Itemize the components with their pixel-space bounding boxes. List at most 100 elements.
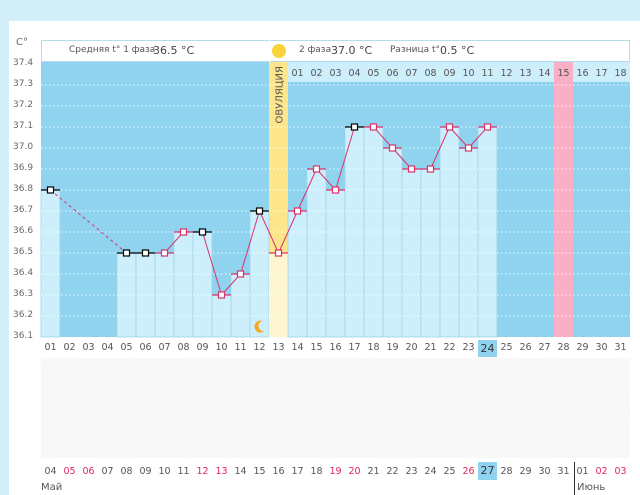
- cycle-day-label[interactable]: 06: [139, 342, 152, 353]
- temperature-point: [198, 228, 207, 236]
- cycle-day-label[interactable]: 30: [595, 342, 608, 353]
- phase2-day-label: 06: [386, 68, 398, 79]
- calendar-date[interactable]: 06: [82, 466, 95, 477]
- calendar-date[interactable]: 05: [63, 466, 76, 477]
- calendar-date[interactable]: 30: [538, 466, 551, 477]
- calendar-date[interactable]: 15: [253, 466, 266, 477]
- calendar-date[interactable]: 16: [272, 466, 285, 477]
- cycle-day-label[interactable]: 08: [177, 342, 190, 353]
- calendar-date[interactable]: 12: [196, 466, 209, 477]
- calendar-date[interactable]: 21: [367, 466, 380, 477]
- temperature-line: [278, 210, 298, 254]
- temperature-line: [335, 126, 355, 191]
- cycle-day-label[interactable]: 18: [367, 342, 380, 353]
- cycle-day-label[interactable]: 27: [538, 342, 551, 353]
- month-label-may: Май: [41, 482, 63, 493]
- temperature-point: [122, 249, 131, 257]
- y-tick-label: 36.5: [13, 247, 34, 257]
- temperature-point: [179, 228, 188, 236]
- cycle-day-label[interactable]: 01: [44, 342, 57, 353]
- calendar-date[interactable]: 10: [158, 466, 171, 477]
- temperature-point: [217, 291, 226, 299]
- temperature-bar: [230, 273, 251, 338]
- cycle-day-label[interactable]: 31: [614, 342, 627, 353]
- temperature-point: [388, 144, 397, 152]
- cycle-day-label[interactable]: 23: [462, 342, 475, 353]
- calendar-date[interactable]: 25: [443, 466, 456, 477]
- calendar-date[interactable]: 14: [234, 466, 247, 477]
- phase2-label: 2 фаза: [299, 45, 332, 55]
- cycle-day-label[interactable]: 17: [348, 342, 361, 353]
- calendar-date[interactable]: 18: [310, 466, 323, 477]
- calendar-date[interactable]: 08: [120, 466, 133, 477]
- cycle-day-label[interactable]: 11: [234, 342, 247, 353]
- calendar-date[interactable]: 20: [348, 466, 361, 477]
- cycle-day-label[interactable]: 09: [196, 342, 209, 353]
- temperature-point: [236, 270, 245, 278]
- calendar-date[interactable]: 11: [177, 466, 190, 477]
- cycle-day-label[interactable]: 12: [253, 342, 266, 353]
- temperature-point: [255, 207, 264, 215]
- month-label-june: Июнь: [577, 482, 606, 493]
- cycle-day-label[interactable]: 25: [500, 342, 513, 353]
- calendar-date[interactable]: 27: [478, 462, 497, 480]
- month-separator: [574, 462, 575, 495]
- y-tick-label: 36.7: [13, 205, 34, 215]
- phase2-day-label: 08: [424, 68, 436, 79]
- phase2-day-label: 04: [348, 68, 360, 79]
- cycle-day-label[interactable]: 10: [215, 342, 228, 353]
- diff-value: 0.5 °C: [440, 44, 475, 57]
- phase2-day-label: 05: [367, 68, 379, 79]
- calendar-date[interactable]: 24: [424, 466, 437, 477]
- calendar-date[interactable]: 01: [576, 466, 589, 477]
- phase2-day-label: 02: [310, 68, 322, 79]
- cycle-day-label[interactable]: 22: [443, 342, 456, 353]
- phase2-day-label: 07: [405, 68, 417, 79]
- calendar-date[interactable]: 03: [614, 466, 627, 477]
- calendar-date[interactable]: 19: [329, 466, 342, 477]
- cycle-day-label[interactable]: 02: [63, 342, 76, 353]
- phase2-day-label: 18: [614, 68, 626, 79]
- cycle-day-label[interactable]: 13: [272, 342, 285, 353]
- temperature-point: [464, 144, 473, 152]
- calendar-date[interactable]: 02: [595, 466, 608, 477]
- cycle-day-label[interactable]: 05: [120, 342, 133, 353]
- phase2-day-label: 15: [557, 68, 569, 79]
- calendar-date[interactable]: 17: [291, 466, 304, 477]
- cycle-day-label[interactable]: 14: [291, 342, 304, 353]
- calendar-date[interactable]: 29: [519, 466, 532, 477]
- cycle-day-label[interactable]: 07: [158, 342, 171, 353]
- symptoms-area: [41, 358, 630, 458]
- cycle-day-label[interactable]: 04: [101, 342, 114, 353]
- temperature-line: [50, 189, 127, 254]
- calendar-date[interactable]: 09: [139, 466, 152, 477]
- calendar-date[interactable]: 31: [557, 466, 570, 477]
- phase2-day-row: [288, 62, 630, 82]
- cycle-day-label[interactable]: 20: [405, 342, 418, 353]
- calendar-date[interactable]: 22: [386, 466, 399, 477]
- cycle-day-label[interactable]: 26: [519, 342, 532, 353]
- calendar-date[interactable]: 13: [215, 466, 228, 477]
- cycle-day-label[interactable]: 16: [329, 342, 342, 353]
- phase2-day-label: 14: [538, 68, 550, 79]
- temperature-bar: [192, 231, 213, 338]
- calendar-date[interactable]: 07: [101, 466, 114, 477]
- calendar-date[interactable]: 23: [405, 466, 418, 477]
- cycle-day-label[interactable]: 03: [82, 342, 95, 353]
- cycle-day-label[interactable]: 21: [424, 342, 437, 353]
- calendar-date[interactable]: 04: [44, 466, 57, 477]
- calendar-date[interactable]: 28: [500, 466, 513, 477]
- y-tick-label: 36.8: [13, 184, 34, 194]
- phase2-value: 37.0 °C: [331, 44, 373, 57]
- calendar-date[interactable]: 26: [462, 466, 475, 477]
- cycle-day-label[interactable]: 15: [310, 342, 323, 353]
- cycle-day-label[interactable]: 28: [557, 342, 570, 353]
- temperature-point: [369, 123, 378, 131]
- phase2-day-label: 11: [481, 68, 493, 79]
- phase2-summary: 2 фаза 37.0 °C Разница t° 0.5 °C: [289, 40, 630, 62]
- cycle-day-label[interactable]: 24: [478, 340, 497, 357]
- temperature-point: [312, 165, 321, 173]
- cycle-day-label[interactable]: 29: [576, 342, 589, 353]
- ovulation-label: ОВУЛЯЦИЯ: [275, 66, 286, 124]
- cycle-day-label[interactable]: 19: [386, 342, 399, 353]
